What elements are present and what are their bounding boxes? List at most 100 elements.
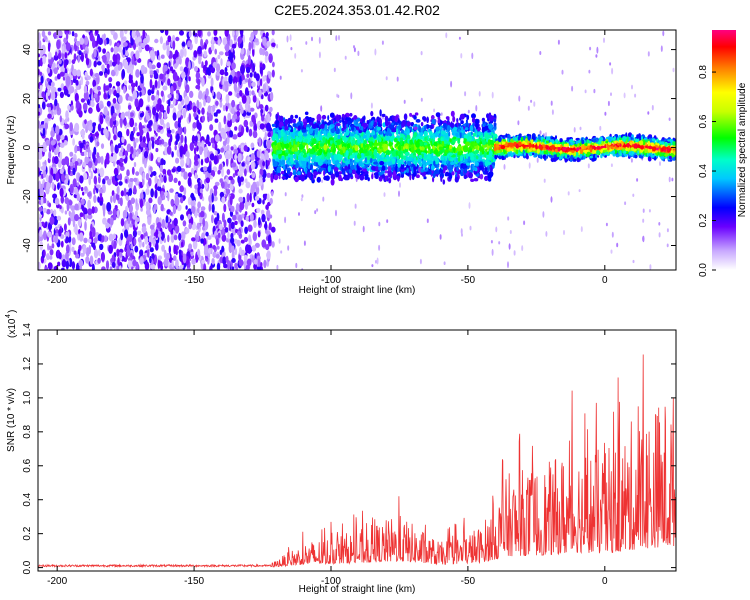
speckle-cell	[458, 36, 461, 40]
noise-cell	[51, 243, 55, 249]
noise-cell	[180, 134, 184, 144]
noise-cell	[171, 151, 174, 158]
noise-cell	[262, 83, 267, 94]
band-cell	[435, 112, 441, 118]
band-cell	[426, 116, 429, 124]
noise-cell	[179, 252, 182, 262]
noise-cell	[100, 143, 105, 149]
speckle-cell	[536, 157, 539, 163]
noise-cell	[142, 136, 146, 143]
noise-cell	[105, 155, 110, 165]
noise-cell	[86, 98, 91, 106]
noise-cell	[110, 105, 115, 116]
noise-cell	[231, 250, 235, 260]
noise-cell	[209, 153, 215, 161]
noise-cell	[271, 30, 275, 36]
noise-cell	[108, 87, 112, 96]
noise-cell	[43, 35, 48, 40]
noise-cell	[62, 76, 66, 81]
noise-cell	[59, 115, 62, 123]
band-cell	[368, 151, 373, 155]
band-cell	[463, 174, 467, 180]
speckle-cell	[276, 264, 279, 270]
noise-cell	[225, 94, 230, 104]
band-cell	[346, 143, 351, 149]
band-cell	[316, 176, 321, 183]
noise-cell	[155, 112, 159, 122]
noise-cell	[75, 223, 78, 233]
noise-cell	[242, 34, 245, 44]
noise-cell	[120, 232, 124, 241]
noise-cell	[144, 261, 150, 270]
band-cell	[287, 123, 290, 128]
noise-cell	[80, 151, 86, 156]
noise-cell	[92, 122, 97, 127]
noise-cell	[212, 143, 215, 149]
noise-cell	[103, 106, 108, 116]
noise-cell	[251, 81, 256, 88]
noise-cell	[63, 37, 67, 44]
noise-cell	[133, 162, 137, 167]
speckle-cell	[659, 161, 661, 166]
noise-cell	[187, 176, 192, 187]
noise-cell	[238, 259, 244, 267]
noise-cell	[252, 63, 256, 72]
speckle-cell	[662, 30, 665, 37]
noise-cell	[98, 188, 104, 194]
noise-cell	[172, 112, 177, 121]
noise-cell	[75, 40, 81, 47]
noise-cell	[215, 253, 220, 259]
speckle-cell	[370, 102, 373, 109]
noise-cell	[95, 30, 99, 35]
noise-cell	[251, 202, 255, 208]
noise-cell	[200, 206, 206, 212]
noise-cell	[139, 128, 144, 136]
noise-cell	[141, 226, 147, 234]
noise-cell	[260, 262, 263, 268]
noise-cell	[253, 259, 258, 265]
noise-cell	[266, 122, 271, 132]
speckle-cell	[563, 230, 565, 235]
noise-cell	[90, 101, 95, 108]
noise-cell	[151, 64, 156, 70]
noise-cell	[39, 57, 43, 67]
noise-cell	[255, 73, 260, 82]
noise-cell	[56, 215, 62, 221]
noise-cell	[93, 187, 96, 195]
noise-cell	[89, 109, 93, 114]
noise-cell	[268, 71, 272, 79]
noise-cell	[92, 79, 97, 88]
noise-cell	[207, 74, 212, 79]
noise-cell	[230, 107, 235, 115]
noise-cell	[159, 118, 165, 126]
noise-cell	[219, 178, 223, 183]
speckle-cell	[509, 230, 512, 234]
noise-cell	[228, 91, 233, 96]
noise-cell	[121, 136, 125, 144]
noise-cell	[223, 115, 227, 125]
noise-cell	[156, 222, 162, 229]
noise-cell	[112, 53, 118, 63]
band-cell	[316, 114, 322, 121]
speckle-cell	[298, 212, 300, 216]
noise-cell	[65, 32, 69, 41]
noise-cell	[209, 124, 214, 131]
noise-cell	[122, 46, 126, 56]
noise-cell	[51, 126, 54, 132]
noise-cell	[84, 221, 87, 231]
noise-cell	[71, 59, 76, 65]
noise-cell	[139, 134, 143, 143]
noise-cell	[174, 145, 177, 151]
noise-cell	[219, 191, 225, 198]
speckle-cell	[443, 261, 446, 266]
noise-cell	[155, 94, 159, 100]
speckle-cell	[658, 222, 661, 226]
speckle-cell	[278, 238, 281, 244]
noise-cell	[197, 122, 202, 132]
noise-cell	[93, 194, 97, 204]
noise-cell	[71, 209, 76, 219]
speckle-cell	[571, 85, 574, 92]
noise-cell	[41, 91, 45, 98]
band-cell	[329, 112, 335, 118]
noise-cell	[168, 98, 171, 107]
